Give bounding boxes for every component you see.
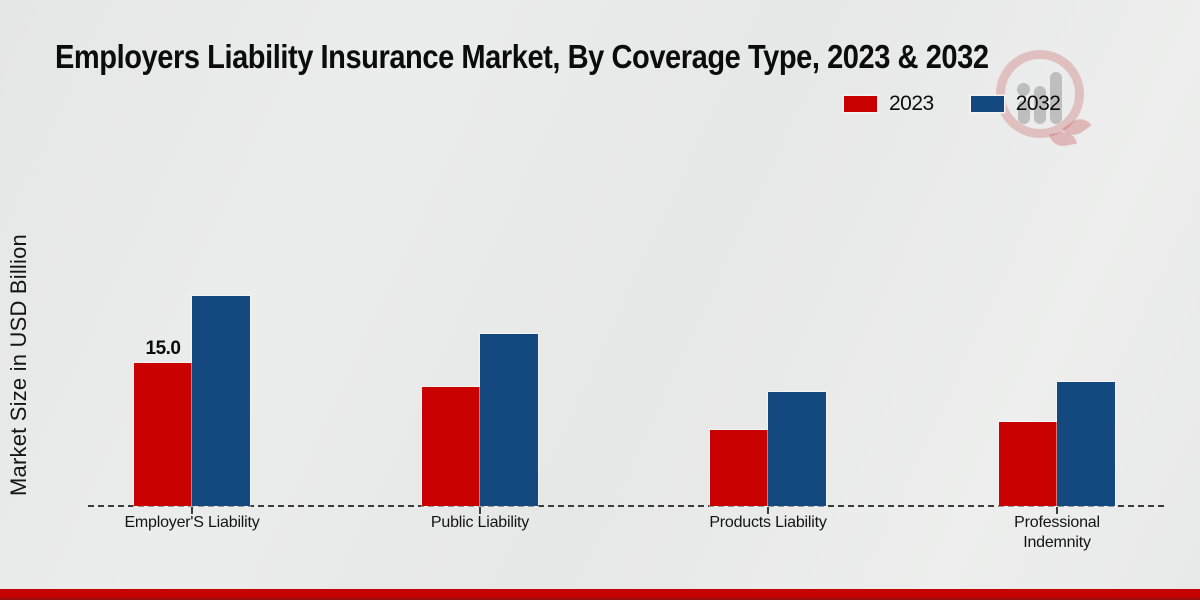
x-axis-tick <box>767 507 769 514</box>
legend-swatch-2023 <box>843 95 878 113</box>
legend-label-2023: 2023 <box>889 92 934 115</box>
x-axis-baseline <box>88 505 1164 507</box>
x-axis-tick <box>479 507 481 514</box>
footer-accent-stripe <box>0 589 1200 600</box>
bar-2032-products-liability <box>768 392 826 506</box>
x-axis-tick <box>191 507 193 514</box>
legend-item-2023: 2023 <box>843 92 934 116</box>
bar-2032-professional-indemnity <box>1057 382 1115 506</box>
legend-item-2032: 2032 <box>969 92 1061 116</box>
bar-2032-employer-s-liability <box>192 296 250 506</box>
category-label: Employer'S Liability <box>124 514 260 531</box>
category-label: Products Liability <box>709 514 827 531</box>
bar-2023-professional-indemnity <box>999 422 1057 506</box>
category-label: Public Liability <box>430 514 530 531</box>
bar-value-label: 15.0 <box>145 338 181 359</box>
bar-2032-public-liability <box>480 334 538 506</box>
bar-2023-employer-s-liability <box>134 363 192 506</box>
chart-title: Employers Liability Insurance Market, By… <box>55 38 989 75</box>
bar-2023-products-liability <box>710 430 768 506</box>
x-axis-tick <box>1056 507 1058 514</box>
legend-label-2032: 2032 <box>1015 92 1061 115</box>
category-label: Professional Indemnity <box>1014 514 1100 551</box>
legend-swatch-2032 <box>969 95 1005 113</box>
legend: 2023 2032 <box>843 92 1061 116</box>
bar-2023-public-liability <box>422 387 480 506</box>
